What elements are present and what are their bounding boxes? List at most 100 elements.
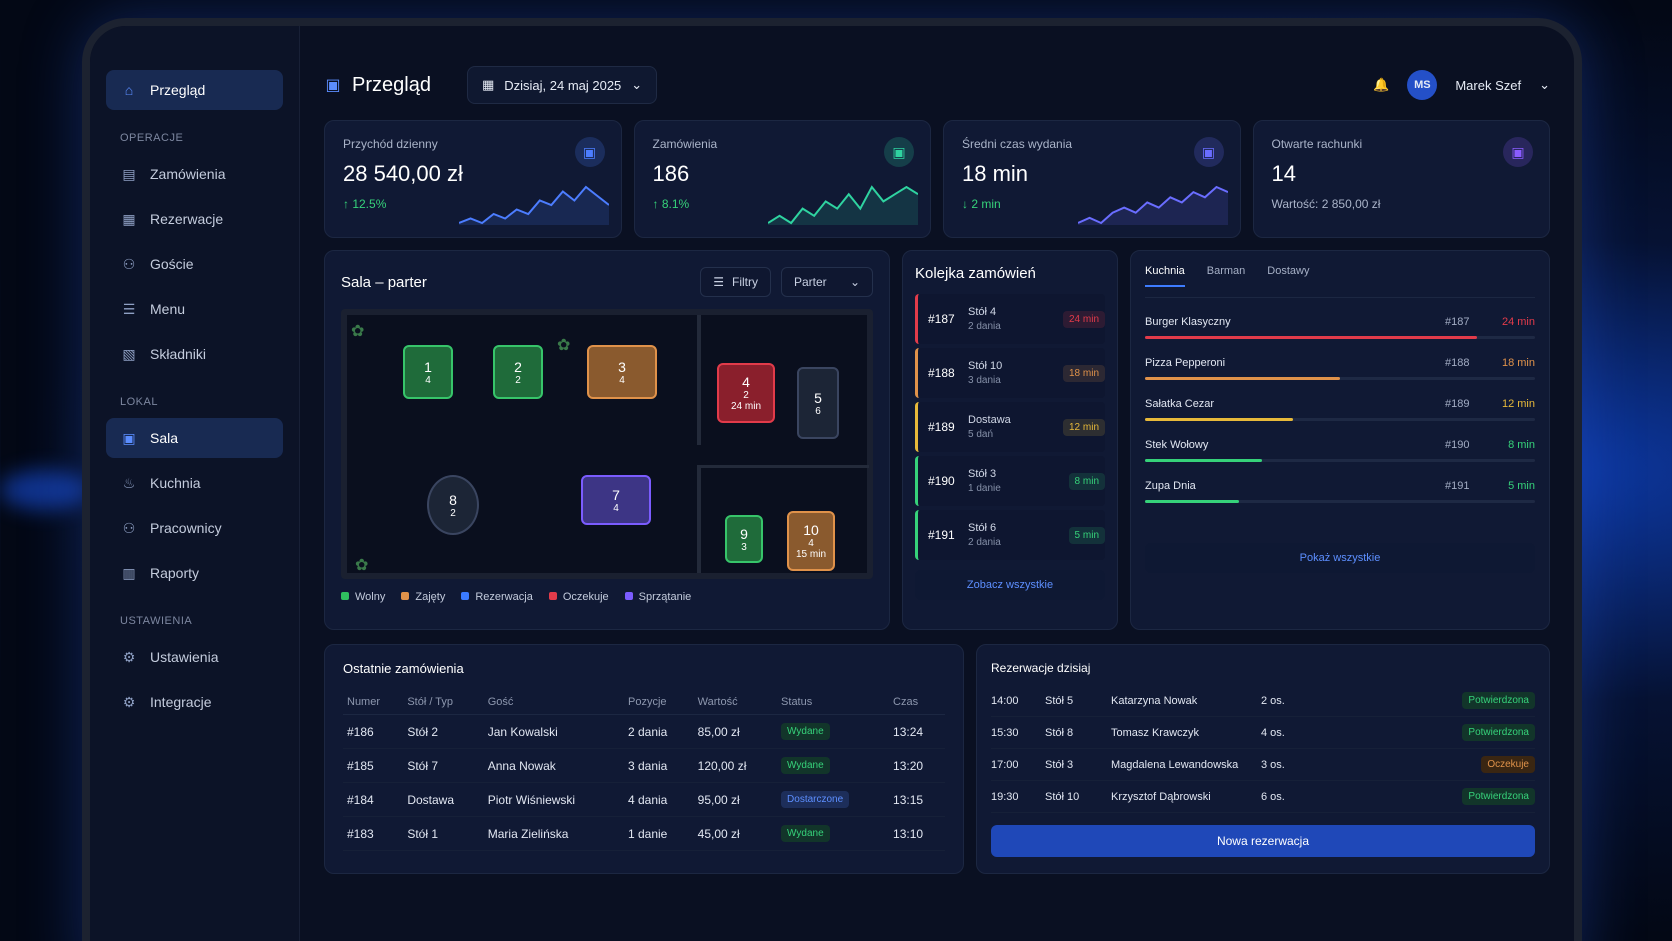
date-picker[interactable]: ▦ Dzisiaj, 24 maj 2025 ⌄ (466, 66, 658, 104)
queue-number: #191 (928, 528, 955, 542)
page-title: Przegląd (352, 73, 431, 96)
bell-icon[interactable]: 🔔 (1373, 77, 1390, 92)
show-all-button[interactable]: Pokaż wszystkie (1145, 543, 1535, 573)
sparkline (768, 185, 918, 225)
progress-fill (1145, 418, 1294, 421)
sparkline (458, 185, 609, 225)
table-row[interactable]: #186 Stół 2 Jan Kowalski 2 dania 85,00 zł Wyd… (343, 714, 945, 749)
kitchen-item[interactable]: Pizza Pepperoni #188 18 min (1145, 357, 1535, 380)
tab-dostawy[interactable]: Dostawy (1267, 265, 1310, 277)
queue-item[interactable]: #190 Stół 3 1 danie 8 min (915, 456, 1105, 506)
chevron-down-icon[interactable]: ⌄ (1539, 77, 1550, 92)
progress-bar (1145, 459, 1535, 462)
progress-fill (1145, 500, 1239, 503)
kitchen-icon: ♨ (122, 474, 136, 491)
queue-item[interactable]: #191 Stół 6 2 dania 5 min (915, 510, 1105, 560)
sidebar-item-goście[interactable]: ⚇ Goście (106, 244, 283, 284)
queue-item[interactable]: #189 Dostawa 5 dań 12 min (915, 402, 1105, 452)
table-row[interactable]: #184 Dostawa Piotr Wiśniewski 4 dania 95,00 … (343, 782, 945, 817)
tab-kuchnia[interactable]: Kuchnia (1145, 265, 1185, 287)
kpi-card: Średni czas wydania 18 min ↓ 2 min ▣ (943, 120, 1241, 238)
kpi-card: Otwarte rachunki 14 Wartość: 2 850,00 zł ▣ (1252, 120, 1550, 238)
reservation-people: 2 os. (1261, 694, 1285, 707)
sidebar-item-zamówienia[interactable]: ▤ Zamówienia (106, 154, 283, 194)
kpi-value: 186 (652, 161, 690, 186)
kpi-card: Zamówienia 186 ↑ 8.1% ▣ (633, 120, 931, 238)
queue-number: #189 (928, 420, 955, 434)
reservation-row[interactable]: 17:00 Stół 3 Magdalena Lewandowska 3 os. Ocz… (991, 749, 1535, 781)
sidebar-item-rezerwacje[interactable]: ▦ Rezerwacje (106, 199, 283, 239)
table-timer: 24 min (730, 401, 761, 412)
background-glow (0, 470, 90, 510)
sidebar-item-ustawienia[interactable]: ⚙ Ustawienia (106, 637, 283, 677)
section-label: OPERACJE (120, 132, 184, 144)
table-cell: 13:20 (889, 748, 945, 783)
column-header: Pozycje (623, 690, 694, 715)
legend-label: Zajęty (415, 591, 446, 603)
table-row[interactable]: #185 Stół 7 Anna Nowak 3 dania 120,00 zł Wyda… (343, 748, 945, 783)
user-name[interactable]: Marek Szef (1455, 77, 1522, 93)
level-select[interactable]: Parter ⌄ (781, 267, 873, 297)
reservation-name: Katarzyna Nowak (1111, 694, 1198, 707)
table-cell: Piotr Wiśniewski (483, 782, 624, 817)
queue-where: Stół 6 (968, 522, 997, 534)
status-badge: Dostarczone (781, 791, 850, 808)
kitchen-item[interactable]: Burger Klasyczny #187 24 min (1145, 316, 1535, 339)
kitchen-item-id: #187 (1445, 316, 1470, 328)
kitchen-item[interactable]: Sałatka Cezar #189 12 min (1145, 398, 1535, 421)
column-header: Czas (889, 690, 945, 715)
sidebar-item-sala[interactable]: ▣ Sala (106, 418, 283, 458)
queue-time: 18 min (1062, 364, 1105, 382)
kitchen-item[interactable]: Stek Wołowy #190 8 min (1145, 439, 1535, 462)
reservation-row[interactable]: 19:30 Stół 10 Krzysztof Dąbrowski 6 os. Potw… (991, 781, 1535, 813)
queue-meta: Stół 4 2 dania (968, 306, 1063, 332)
queue-where: Stół 3 (968, 468, 997, 480)
tab-barman[interactable]: Barman (1206, 265, 1246, 277)
sidebar-item-kuchnia[interactable]: ♨ Kuchnia (106, 463, 283, 503)
sidebar-item-składniki[interactable]: ▧ Składniki (106, 334, 283, 374)
calendar-icon: ▦ (122, 210, 136, 227)
sidebar-item-menu[interactable]: ☰ Menu (106, 289, 283, 329)
table-cell: Maria Zielińska (483, 816, 624, 851)
table-cell: #184 (343, 782, 404, 817)
reservation-row[interactable]: 15:30 Stół 8 Tomasz Krawczyk 4 os. Potwierdz… (991, 717, 1535, 749)
floor-icon: ▣ (122, 429, 136, 446)
avatar[interactable]: MS (1407, 70, 1438, 100)
table-row[interactable]: #183 Stół 1 Maria Zielińska 1 danie 45,00 zł… (343, 816, 945, 851)
new-reservation-button[interactable]: Nowa rezerwacja (991, 825, 1535, 857)
sidebar-item-label: Integracje (150, 694, 212, 710)
legend-label: Rezerwacja (475, 591, 533, 603)
kitchen-item-id: #189 (1445, 398, 1470, 410)
kitchen-item-name: Burger Klasyczny (1145, 316, 1231, 328)
sidebar-item-integracje[interactable]: ⚙ Integracje (106, 682, 283, 722)
table-cell: 4 dania (623, 782, 694, 817)
kitchen-item-id: #190 (1445, 439, 1470, 451)
table-4[interactable]: 4 2 24 min (717, 363, 775, 423)
kpi-value: 14 (1271, 161, 1296, 186)
filter-button[interactable]: ☰ Filtry (700, 267, 771, 297)
table-seats: 4 (619, 374, 625, 386)
table-cell: #183 (343, 816, 404, 851)
sidebar-item-pracownicy[interactable]: ⚇ Pracownicy (106, 508, 283, 548)
reservation-name: Tomasz Krawczyk (1111, 726, 1200, 739)
status-badge: Oczekuje (1481, 756, 1535, 773)
table-10[interactable]: 10 4 15 min (787, 511, 835, 571)
see-all-button[interactable]: Zobacz wszystkie (915, 570, 1105, 600)
reservation-row[interactable]: 14:00 Stół 5 Katarzyna Nowak 2 os. Potwierdz… (991, 685, 1535, 717)
queue-item[interactable]: #188 Stół 10 3 dania 18 min (915, 348, 1105, 398)
kitchen-item-time: 12 min (1501, 398, 1535, 410)
sidebar-item-overview[interactable]: ⌂ Przegląd (106, 70, 283, 110)
table-cell: 1 danie (623, 816, 694, 851)
kitchen-item[interactable]: Zupa Dnia #191 5 min (1145, 480, 1535, 503)
sidebar-item-raporty[interactable]: ▥ Raporty (106, 553, 283, 593)
queue-item[interactable]: #187 Stół 4 2 dania 24 min (915, 294, 1105, 344)
table-timer: 15 min (795, 549, 826, 560)
column-header: Stół / Typ (403, 690, 484, 715)
